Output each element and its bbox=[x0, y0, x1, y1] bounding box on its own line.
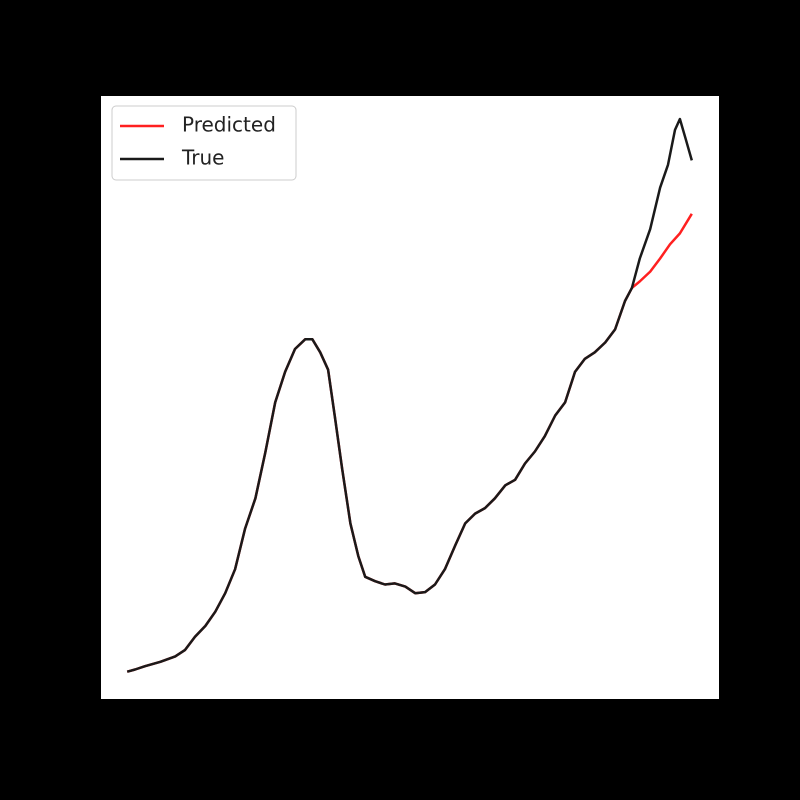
legend-label: True bbox=[181, 146, 224, 170]
legend-box bbox=[111, 105, 297, 181]
line-series bbox=[126, 117, 694, 673]
legend-label: Predicted bbox=[182, 113, 276, 137]
plot-area bbox=[99, 94, 721, 701]
